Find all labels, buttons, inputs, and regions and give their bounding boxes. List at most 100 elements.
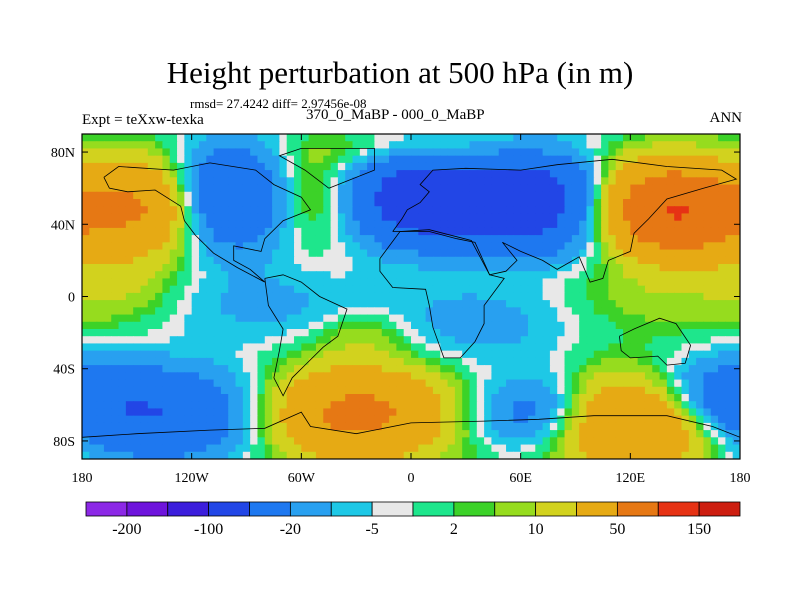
field-cell — [491, 372, 500, 381]
field-cell — [630, 271, 639, 280]
field-cell — [198, 365, 207, 373]
field-cell — [140, 408, 149, 417]
field-cell — [549, 155, 558, 164]
field-cell — [272, 386, 280, 395]
field-cell — [147, 336, 156, 345]
field-cell — [89, 170, 98, 178]
field-cell — [147, 401, 156, 410]
field-cell — [330, 314, 339, 323]
field-cell — [666, 235, 675, 243]
field-cell — [191, 343, 200, 352]
field-cell — [432, 134, 441, 142]
field-cell — [118, 177, 127, 186]
field-cell — [82, 386, 90, 395]
field-cell — [579, 271, 588, 280]
field-cell — [688, 292, 697, 301]
field-cell — [440, 430, 449, 438]
field-cell — [257, 170, 266, 178]
field-cell — [352, 285, 361, 294]
field-cell — [118, 235, 127, 243]
field-cell — [703, 141, 712, 150]
field-cell — [659, 227, 668, 236]
field-cell — [432, 278, 441, 287]
field-cell — [162, 134, 171, 142]
field-cell — [579, 155, 588, 164]
field-cell — [389, 444, 397, 453]
field-cell — [718, 220, 726, 229]
field-cell — [118, 134, 127, 142]
field-cell — [432, 141, 441, 150]
field-cell — [454, 249, 463, 258]
field-cell — [476, 350, 485, 359]
field-cell — [198, 350, 207, 359]
field-cell — [396, 148, 405, 157]
field-cell — [462, 408, 471, 417]
field-cell — [323, 314, 332, 323]
field-cell — [169, 379, 178, 388]
field-cell — [301, 271, 310, 280]
field-cell — [469, 430, 478, 438]
field-cell — [184, 451, 193, 459]
field-cell — [147, 134, 156, 142]
field-cell — [571, 213, 580, 222]
field-cell — [96, 191, 105, 200]
field-cell — [235, 336, 244, 345]
field-cell — [396, 206, 405, 215]
field-cell — [359, 451, 368, 459]
field-cell — [367, 213, 376, 222]
field-cell — [484, 451, 493, 459]
field-cell — [155, 292, 164, 301]
field-cell — [593, 386, 602, 395]
field-cell — [242, 206, 251, 215]
field-cell — [155, 444, 164, 453]
field-cell — [623, 336, 631, 345]
field-cell — [155, 162, 164, 171]
field-cell — [279, 162, 288, 171]
field-cell — [169, 278, 178, 287]
field-cell — [703, 379, 712, 388]
field-cell — [177, 249, 185, 258]
field-cell — [725, 336, 734, 345]
field-cell — [330, 437, 339, 446]
field-cell — [111, 437, 120, 446]
field-cell — [213, 408, 222, 417]
field-cell — [359, 444, 368, 453]
field-cell — [220, 408, 229, 417]
field-cell — [155, 422, 164, 431]
field-cell — [498, 379, 507, 388]
field-cell — [279, 321, 288, 330]
field-cell — [644, 278, 653, 287]
field-cell — [476, 264, 485, 272]
field-cell — [169, 285, 178, 294]
field-cell — [374, 350, 383, 359]
field-cell — [279, 314, 288, 323]
field-cell — [374, 430, 383, 438]
field-cell — [696, 343, 705, 352]
field-cell — [257, 329, 266, 337]
field-cell — [367, 321, 376, 330]
field-cell — [264, 278, 273, 287]
field-cell — [520, 365, 529, 373]
field-cell — [184, 134, 193, 142]
field-cell — [535, 307, 544, 316]
field-cell — [615, 401, 624, 410]
field-cell — [718, 256, 726, 265]
field-cell — [644, 350, 653, 359]
field-cell — [367, 422, 376, 431]
field-cell — [330, 372, 339, 381]
field-cell — [491, 386, 500, 395]
field-cell — [330, 155, 339, 164]
field-cell — [220, 264, 229, 272]
field-cell — [125, 401, 134, 410]
field-cell — [257, 372, 266, 381]
field-cell — [315, 199, 324, 207]
field-cell — [542, 379, 551, 388]
field-cell — [432, 162, 441, 171]
field-cell — [411, 357, 419, 366]
field-cell — [396, 415, 405, 424]
field-cell — [527, 235, 536, 243]
field-cell — [191, 148, 200, 157]
field-cell — [111, 242, 120, 251]
field-cell — [549, 206, 558, 215]
field-cell — [637, 394, 646, 402]
